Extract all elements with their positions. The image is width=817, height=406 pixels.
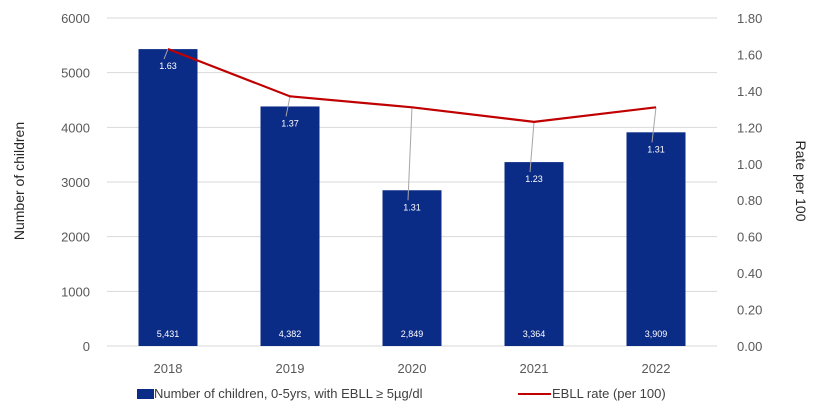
bar-value-label: 3,364 [523, 329, 546, 339]
legend-line-label: EBLL rate (per 100) [552, 386, 666, 401]
bar [626, 132, 686, 346]
rate-line [167, 47, 657, 123]
rate-value-label: 1.23 [525, 174, 543, 184]
gridlines [107, 17, 717, 347]
x-tick-label: 2022 [642, 361, 671, 376]
bar [138, 49, 198, 346]
rate-leader-line [285, 96, 291, 117]
y2-tick-label: 1.80 [737, 11, 762, 26]
y2-tick-label: 1.20 [737, 120, 762, 135]
y2-tick-label: 1.60 [737, 47, 762, 62]
x-tick-label: 2019 [276, 361, 305, 376]
y-tick-label: 2000 [61, 230, 90, 245]
bars [138, 49, 686, 346]
y2-tick-label: 0.40 [737, 266, 762, 281]
legend: Number of children, 0-5yrs, with EBLL ≥ … [137, 386, 666, 401]
rate-value-label: 1.31 [647, 144, 665, 154]
rate-leader-line [651, 107, 657, 143]
y2-tick-label: 0.20 [737, 303, 762, 318]
y-tick-label: 3000 [61, 175, 90, 190]
rate-value-label: 1.31 [403, 202, 421, 212]
rate-value-label: 1.63 [159, 61, 177, 71]
y-tick-label: 4000 [61, 120, 90, 135]
x-tick-label: 2020 [398, 361, 427, 376]
bar [382, 190, 442, 346]
rate-leader-line [407, 107, 413, 201]
legend-bar-label: Number of children, 0-5yrs, with EBLL ≥ … [154, 386, 423, 401]
y2-tick-label: 1.00 [737, 157, 762, 172]
rate-series-line [167, 47, 657, 123]
leader-lines [163, 48, 657, 201]
y-tick-label: 6000 [61, 11, 90, 26]
rate-leader-line [529, 121, 535, 173]
y2-tick-label: 0.60 [737, 230, 762, 245]
data-labels: 5,431 4,382 2,849 3,364 3,909 1.63 1.37 1.31 1.2… [157, 61, 668, 339]
y-tick-label: 0 [83, 339, 90, 354]
y2-tick-label: 0.00 [737, 339, 762, 354]
y2-tick-label: 0.80 [737, 193, 762, 208]
y2-tick-label: 1.40 [737, 84, 762, 99]
bar [260, 106, 320, 346]
x-tick-label: 2018 [154, 361, 183, 376]
axes: 0 1000 2000 3000 4000 5000 6000 0.00 0.20 0.40 0.6… [61, 11, 762, 376]
bar-value-label: 3,909 [645, 329, 668, 339]
y-tick-label: 5000 [61, 66, 90, 81]
legend-bar-swatch [137, 389, 154, 399]
y-axis-title: Number of children [11, 122, 27, 240]
bar-value-label: 2,849 [401, 329, 424, 339]
bar [504, 162, 564, 346]
rate-value-label: 1.37 [281, 118, 299, 128]
rate-leader-line [163, 48, 169, 60]
y2-axis-title: Rate per 100 [793, 141, 809, 222]
bar-value-label: 5,431 [157, 329, 180, 339]
y-tick-label: 1000 [61, 284, 90, 299]
x-tick-label: 2021 [520, 361, 549, 376]
bar-value-label: 4,382 [279, 329, 302, 339]
